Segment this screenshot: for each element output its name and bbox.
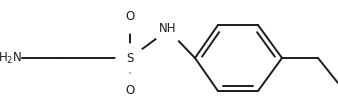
Circle shape: [154, 16, 182, 44]
Text: NH: NH: [159, 22, 177, 34]
Circle shape: [116, 44, 144, 72]
Text: O: O: [125, 85, 135, 97]
Text: S: S: [126, 51, 134, 65]
Text: H$_2$N: H$_2$N: [0, 50, 22, 66]
Text: O: O: [125, 10, 135, 22]
Circle shape: [119, 74, 141, 96]
Circle shape: [119, 11, 141, 33]
